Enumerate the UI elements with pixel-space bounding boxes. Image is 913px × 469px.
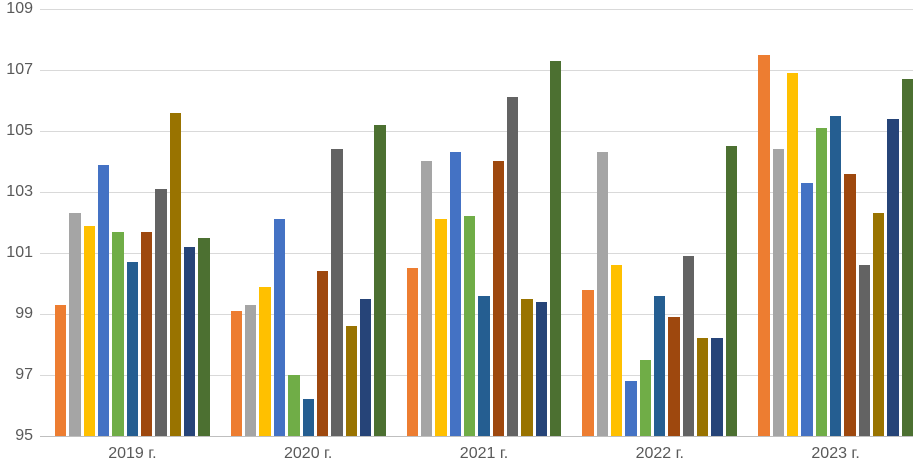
bar-green <box>815 128 827 436</box>
bar-dark-orange <box>492 161 504 436</box>
bar-dark-green <box>901 79 913 436</box>
bar-green <box>112 232 124 436</box>
x-axis: 2019 г. 2020 г. 2021 г. 2022 г. 2023 г. <box>40 445 913 463</box>
y-axis-tick-label: 97 <box>15 366 33 383</box>
x-axis-label: 2019 г. <box>108 445 157 462</box>
bar-orange <box>230 311 243 436</box>
bar-group-2022 <box>582 9 738 436</box>
y-axis-tick-label: 95 <box>15 427 33 444</box>
bar-dark-green <box>725 146 738 436</box>
bar-gray <box>420 161 433 436</box>
bar-gold <box>786 73 799 436</box>
bar-gold <box>259 287 271 436</box>
bar-group-2021 <box>406 9 562 436</box>
bar-gold <box>611 265 623 436</box>
gridline <box>40 375 913 376</box>
bar-navy <box>184 247 196 436</box>
plot-area <box>40 9 913 437</box>
bar-blue <box>801 183 813 436</box>
bar-navy <box>887 119 899 436</box>
bar-navy <box>711 338 723 436</box>
y-axis-tick-label: 109 <box>6 0 33 17</box>
bar-green <box>639 360 652 436</box>
bar-dark-green <box>374 125 386 436</box>
bar-dark-gold <box>697 338 709 436</box>
bar-dark-gray <box>858 265 870 436</box>
bar-dark-orange <box>141 232 153 436</box>
x-axis-label: 2023 г. <box>811 445 860 462</box>
bar-group-2023 <box>758 9 913 436</box>
bar-orange <box>582 290 594 436</box>
bar-green <box>288 375 300 436</box>
bar-steel-blue <box>829 116 842 436</box>
bar-dark-orange <box>844 174 856 436</box>
bar-dark-green <box>198 238 210 436</box>
bar-orange <box>758 55 770 436</box>
bar-steel-blue <box>478 296 490 436</box>
gridline <box>40 70 913 71</box>
bar-group-2020 <box>230 9 386 436</box>
bar-gray <box>245 305 257 436</box>
y-axis-tick-label: 107 <box>6 61 33 78</box>
x-axis-label: 2021 г. <box>459 445 509 462</box>
bar-blue <box>273 219 286 436</box>
gridline <box>40 253 913 254</box>
bar-dark-gray <box>331 149 343 436</box>
gridline <box>40 192 913 193</box>
bar-groups <box>55 9 913 436</box>
y-axis-tick-label: 101 <box>6 244 33 261</box>
bar-dark-gray <box>682 256 695 436</box>
bar-gray <box>596 152 609 436</box>
bar-blue <box>98 165 110 436</box>
bar-gold <box>83 226 96 436</box>
bar-dark-gray <box>155 189 167 436</box>
gridline <box>40 131 913 132</box>
x-axis-label: 2022 г. <box>635 445 684 462</box>
bar-orange <box>406 268 418 436</box>
x-axis-line <box>40 436 913 437</box>
y-axis-tick-label: 105 <box>6 122 33 139</box>
bar-blue <box>449 152 461 436</box>
y-axis-tick-label: 103 <box>6 183 33 200</box>
bar-gray <box>772 149 784 436</box>
bar-group-2019 <box>55 9 210 436</box>
bar-dark-gold <box>521 299 533 436</box>
x-axis-label: 2020 г. <box>284 445 333 462</box>
bar-steel-blue <box>126 262 139 436</box>
bar-navy <box>535 302 548 436</box>
bar-blue <box>625 381 637 436</box>
bar-gold <box>435 219 447 436</box>
bar-green <box>463 216 476 436</box>
bar-steel-blue <box>654 296 666 436</box>
y-axis-tick-label: 99 <box>15 305 33 322</box>
bar-dark-green <box>550 61 562 436</box>
bar-dark-gold <box>345 326 357 436</box>
bar-dark-gray <box>507 97 519 436</box>
bar-steel-blue <box>302 399 314 436</box>
bar-gray <box>69 213 81 436</box>
bar-orange <box>55 305 67 436</box>
bar-dark-gold <box>872 213 885 436</box>
bar-dark-orange <box>668 317 680 436</box>
bar-dark-gold <box>169 113 182 436</box>
bar-dark-orange <box>316 271 329 436</box>
gridline <box>40 9 913 10</box>
gridline <box>40 314 913 315</box>
bar-navy <box>359 299 372 436</box>
